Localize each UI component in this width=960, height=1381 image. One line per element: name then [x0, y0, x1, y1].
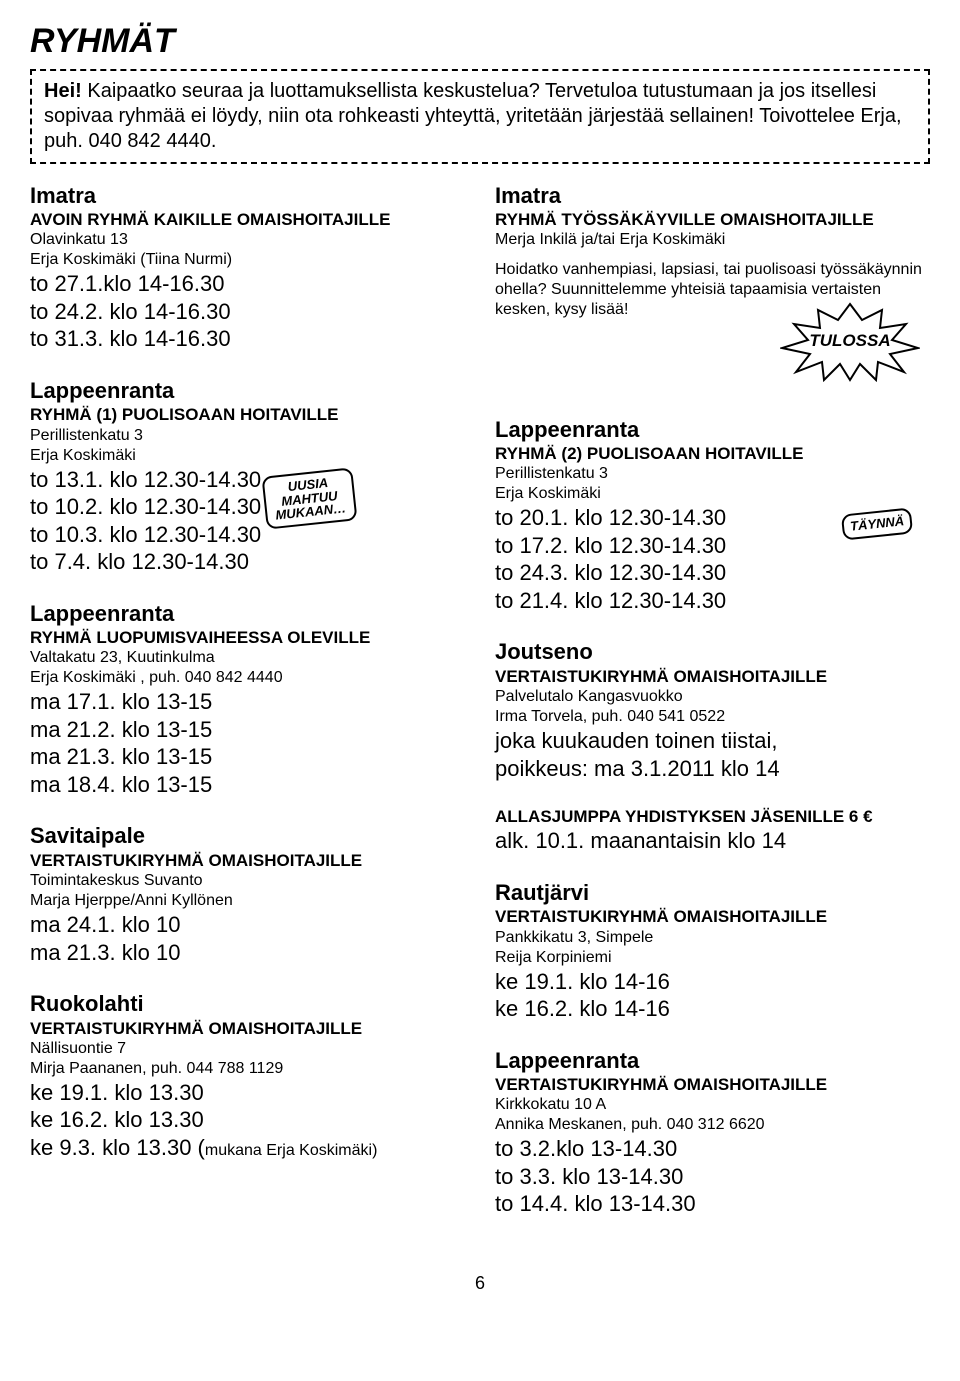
- group-name: VERTAISTUKIRYHMÄ OMAISHOITAJILLE: [495, 1074, 930, 1095]
- date-line: to 21.4. klo 12.30-14.30: [495, 587, 930, 615]
- intro-box: Hei! Kaipaatko seuraa ja luottamuksellis…: [30, 69, 930, 164]
- date-line: ma 21.2. klo 13-15: [30, 716, 465, 744]
- info-line: Erja Koskimäki , puh. 040 842 4440: [30, 668, 465, 688]
- city-name: Lappeenranta: [30, 600, 465, 628]
- date-line: ke 19.1. klo 14-16: [495, 968, 930, 996]
- info-line: Toimintakeskus Suvanto: [30, 871, 465, 891]
- group-block: ALLASJUMPPA YHDISTYKSEN JÄSENILLE 6 €alk…: [495, 806, 930, 855]
- date-line: joka kuukauden toinen tiistai,: [495, 727, 930, 755]
- date-line: to 10.2. klo 12.30-14.30: [30, 493, 465, 521]
- date-line: to 14.4. klo 13-14.30: [495, 1190, 930, 1218]
- city-name: Imatra: [495, 182, 930, 210]
- date-line: ke 16.2. klo 13.30: [30, 1106, 465, 1134]
- city-name: Joutseno: [495, 638, 930, 666]
- date-line: ma 24.1. klo 10: [30, 911, 465, 939]
- group-block: LappeenrantaVERTAISTUKIRYHMÄ OMAISHOITAJ…: [495, 1047, 930, 1218]
- date-line: to 24.2. klo 14-16.30: [30, 298, 465, 326]
- info-line: Perillistenkatu 3: [30, 426, 465, 446]
- city-name: Imatra: [30, 182, 465, 210]
- city-name: Lappeenranta: [495, 416, 930, 444]
- group-name: RYHMÄ LUOPUMISVAIHEESSA OLEVILLE: [30, 627, 465, 648]
- date-line: ke 19.1. klo 13.30: [30, 1079, 465, 1107]
- date-line: alk. 10.1. maanantaisin klo 14: [495, 827, 930, 855]
- group-name: ALLASJUMPPA YHDISTYKSEN JÄSENILLE 6 €: [495, 806, 930, 827]
- left-column: ImatraAVOIN RYHMÄ KAIKILLE OMAISHOITAJIL…: [30, 182, 465, 1242]
- group-block: SavitaipaleVERTAISTUKIRYHMÄ OMAISHOITAJI…: [30, 822, 465, 966]
- group-block: LappeenrantaRYHMÄ (1) PUOLISOAAN HOITAVI…: [30, 377, 465, 576]
- date-line: to 31.3. klo 14-16.30: [30, 325, 465, 353]
- city-name: Lappeenranta: [495, 1047, 930, 1075]
- date-line: to 7.4. klo 12.30-14.30: [30, 548, 465, 576]
- group-block: ImatraRYHMÄ TYÖSSÄKÄYVILLE OMAISHOITAJIL…: [495, 182, 930, 392]
- date-line: ma 17.1. klo 13-15: [30, 688, 465, 716]
- info-line: Perillistenkatu 3: [495, 464, 930, 484]
- city-name: Savitaipale: [30, 822, 465, 850]
- info-line: Olavinkatu 13: [30, 230, 465, 250]
- date-line: to 24.3. klo 12.30-14.30: [495, 559, 930, 587]
- group-name: RYHMÄ (1) PUOLISOAAN HOITAVILLE: [30, 404, 465, 425]
- date-line: ke 9.3. klo 13.30 (mukana Erja Koskimäki…: [30, 1134, 465, 1162]
- city-name: Rautjärvi: [495, 879, 930, 907]
- info-line: Palvelutalo Kangasvuokko: [495, 687, 930, 707]
- group-block: RuokolahtiVERTAISTUKIRYHMÄ OMAISHOITAJIL…: [30, 990, 465, 1161]
- group-name: AVOIN RYHMÄ KAIKILLE OMAISHOITAJILLE: [30, 209, 465, 230]
- date-line: ma 18.4. klo 13-15: [30, 771, 465, 799]
- date-line: poikkeus: ma 3.1.2011 klo 14: [495, 755, 930, 783]
- starburst-icon: TULOSSA: [780, 302, 920, 382]
- info-line: Merja Inkilä ja/tai Erja Koskimäki: [495, 230, 930, 250]
- info-line: Nällisuontie 7: [30, 1039, 465, 1059]
- info-line: Irma Torvela, puh. 040 541 0522: [495, 707, 930, 727]
- page-number: 6: [30, 1272, 930, 1295]
- group-block: LappeenrantaRYHMÄ (2) PUOLISOAAN HOITAVI…: [495, 416, 930, 615]
- info-line: Reija Korpiniemi: [495, 948, 930, 968]
- intro-hei: Hei!: [44, 80, 82, 102]
- page-title: RYHMÄT: [30, 20, 930, 63]
- intro-text: Kaipaatko seuraa ja luottamuksellista ke…: [44, 80, 902, 152]
- info-line: Erja Koskimäki (Tiina Nurmi): [30, 250, 465, 270]
- date-line: to 3.3. klo 13-14.30: [495, 1163, 930, 1191]
- date-line: to 3.2.klo 13-14.30: [495, 1135, 930, 1163]
- date-line: to 10.3. klo 12.30-14.30: [30, 521, 465, 549]
- city-name: Ruokolahti: [30, 990, 465, 1018]
- group-block: LappeenrantaRYHMÄ LUOPUMISVAIHEESSA OLEV…: [30, 600, 465, 799]
- group-name: VERTAISTUKIRYHMÄ OMAISHOITAJILLE: [495, 906, 930, 927]
- group-name: RYHMÄ (2) PUOLISOAAN HOITAVILLE: [495, 443, 930, 464]
- callout-uusia: UUSIA MAHTUU MUKAAN…: [262, 467, 358, 529]
- info-line: Erja Koskimäki: [495, 484, 930, 504]
- group-name: RYHMÄ TYÖSSÄKÄYVILLE OMAISHOITAJILLE: [495, 209, 930, 230]
- group-name: VERTAISTUKIRYHMÄ OMAISHOITAJILLE: [30, 850, 465, 871]
- right-column: ImatraRYHMÄ TYÖSSÄKÄYVILLE OMAISHOITAJIL…: [495, 182, 930, 1242]
- info-line: Marja Hjerppe/Anni Kyllönen: [30, 891, 465, 911]
- info-line: Pankkikatu 3, Simpele: [495, 928, 930, 948]
- group-block: ImatraAVOIN RYHMÄ KAIKILLE OMAISHOITAJIL…: [30, 182, 465, 353]
- group-name: VERTAISTUKIRYHMÄ OMAISHOITAJILLE: [495, 666, 930, 687]
- date-line: to 13.1. klo 12.30-14.30: [30, 466, 465, 494]
- info-line: Valtakatu 23, Kuutinkulma: [30, 648, 465, 668]
- group-block: RautjärviVERTAISTUKIRYHMÄ OMAISHOITAJILL…: [495, 879, 930, 1023]
- group-block: JoutsenoVERTAISTUKIRYHMÄ OMAISHOITAJILLE…: [495, 638, 930, 782]
- info-line: Kirkkokatu 10 A: [495, 1095, 930, 1115]
- date-line: ma 21.3. klo 13-15: [30, 743, 465, 771]
- info-line: Mirja Paananen, puh. 044 788 1129: [30, 1059, 465, 1079]
- date-line: to 27.1.klo 14-16.30: [30, 270, 465, 298]
- city-name: Lappeenranta: [30, 377, 465, 405]
- info-line: Annika Meskanen, puh. 040 312 6620: [495, 1115, 930, 1135]
- date-line: ma 21.3. klo 10: [30, 939, 465, 967]
- info-line: Erja Koskimäki: [30, 446, 465, 466]
- date-line: ke 16.2. klo 14-16: [495, 995, 930, 1023]
- group-name: VERTAISTUKIRYHMÄ OMAISHOITAJILLE: [30, 1018, 465, 1039]
